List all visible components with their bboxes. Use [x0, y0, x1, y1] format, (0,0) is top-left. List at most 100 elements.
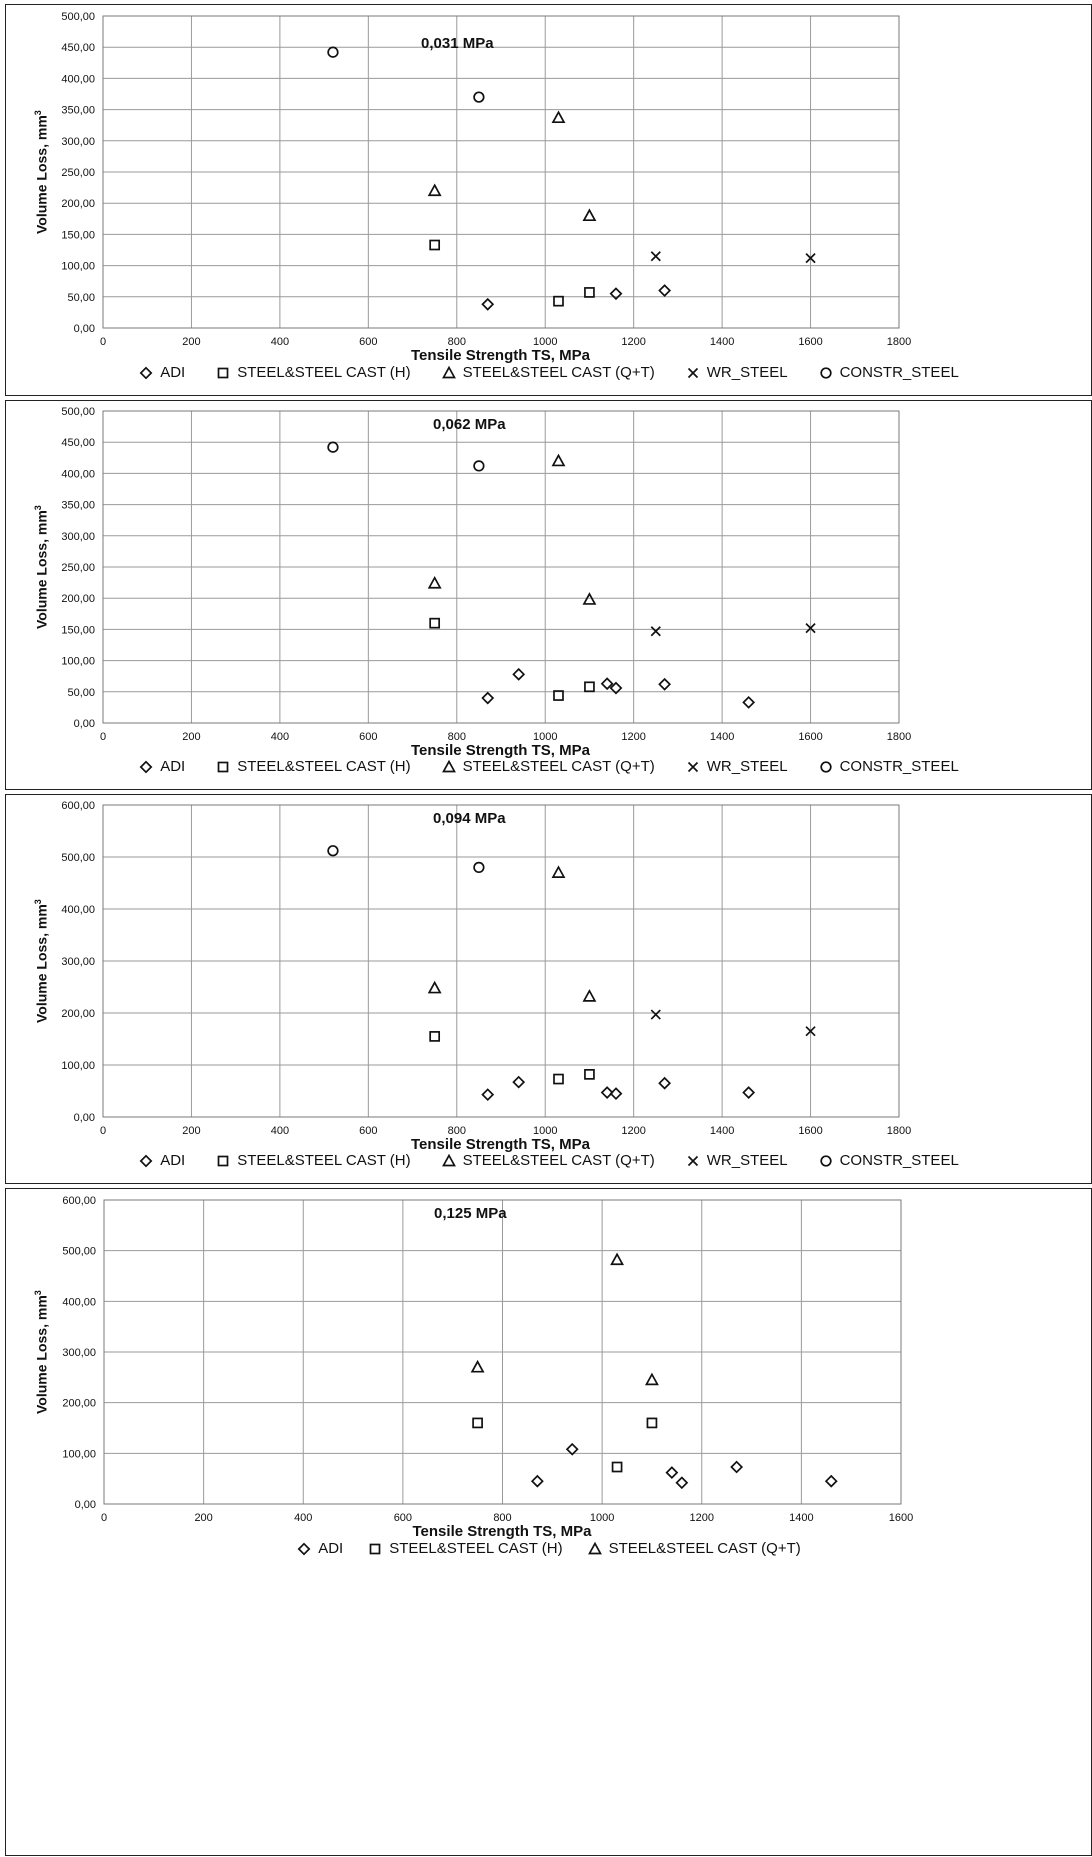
legend-symbol [217, 761, 229, 772]
y-axis-label: Volume Loss, mm3 [33, 110, 50, 234]
y-tick-label: 350,00 [61, 500, 95, 512]
x-tick-label: 0 [100, 731, 106, 743]
square-marker-icon [215, 759, 231, 775]
data-point-circle [473, 460, 485, 472]
y-axis-label: Volume Loss, mm3 [33, 505, 50, 629]
legend-symbol [139, 1154, 153, 1167]
series-diamond [481, 284, 672, 311]
legend-item: WR_STEEL [685, 758, 788, 775]
y-tick-label: 400,00 [62, 1296, 96, 1308]
data-point-triangle [582, 592, 597, 605]
y-tick-label: 50,00 [67, 292, 95, 304]
legend-item: ADI [138, 364, 185, 381]
y-tick-label: 350,00 [61, 105, 95, 117]
x-axis-label: Tensile Strength TS, MPa [412, 1523, 592, 1540]
y-tick-label: 400,00 [61, 73, 95, 85]
y-tick-label: 100,00 [61, 1060, 95, 1072]
series-cross [650, 251, 816, 264]
data-point-triangle [582, 989, 597, 1002]
legend-item: CONSTR_STEEL [818, 1152, 959, 1169]
data-point-circle [473, 861, 485, 874]
y-tick-label: 0,00 [75, 1499, 96, 1511]
data-point-triangle [610, 1252, 625, 1266]
y-tick-label: 200,00 [62, 1398, 96, 1410]
x-tick-label: 1200 [621, 1125, 645, 1137]
data-point-diamond [730, 1460, 744, 1474]
legend-label: STEEL&STEEL CAST (H) [237, 1152, 411, 1169]
data-point-diamond [609, 287, 623, 301]
triangle-marker-icon [441, 365, 457, 381]
y-tick-label: 50,00 [67, 687, 95, 699]
series-triangle [427, 110, 597, 222]
x-tick-label: 400 [271, 1125, 289, 1137]
x-tick-label: 1400 [710, 336, 734, 348]
x-tick-label: 1600 [798, 336, 822, 348]
data-point-square [553, 1073, 564, 1085]
scatter-plot: 0 200 400 600 800 1000 1200 1400 1600 1800 0,00 50,… [61, 11, 911, 348]
x-tick-label: 1400 [710, 1125, 734, 1137]
triangle-marker-icon [587, 1541, 603, 1557]
x-axis-label: Tensile Strength TS, MPa [411, 347, 590, 364]
data-point-circle [327, 46, 339, 58]
data-point-diamond [600, 677, 614, 691]
data-point-diamond [658, 1076, 672, 1090]
legend-label: WR_STEEL [706, 758, 788, 775]
diamond-marker-icon [138, 1153, 154, 1169]
data-point-triangle [551, 865, 566, 878]
data-point-triangle [427, 980, 442, 994]
square-marker-icon [215, 365, 231, 381]
x-tick-label: 600 [359, 1125, 377, 1137]
x-tick-label: 1800 [887, 336, 911, 348]
data-point-diamond [565, 1442, 579, 1456]
chart-title: 0,125 MPa [434, 1205, 507, 1222]
data-point-square [611, 1461, 623, 1473]
x-tick-label: 800 [448, 336, 466, 348]
x-tick-label: 1800 [887, 1125, 911, 1137]
diamond-marker-icon [296, 1541, 312, 1557]
legend-label: STEEL&STEEL CAST (H) [389, 1540, 563, 1557]
x-axis-label: Tensile Strength TS, MPa [411, 742, 590, 759]
data-point-diamond [481, 1088, 495, 1102]
chart-legend: ADI STEEL&STEEL CAST (H) STEEL&STEEL CAST … [6, 1540, 1091, 1557]
x-tick-label: 1200 [621, 336, 645, 348]
x-axis-label: Tensile Strength TS, MPa [411, 1136, 590, 1153]
plot-area [102, 804, 900, 1118]
x-tick-label: 1200 [690, 1512, 714, 1524]
chart-title: 0,094 MPa [433, 810, 506, 827]
y-tick-label: 100,00 [61, 656, 95, 668]
data-point-diamond [481, 297, 495, 311]
series-triangle [427, 453, 597, 605]
diamond-marker-icon [138, 365, 154, 381]
data-point-cross [805, 253, 816, 264]
scatter-plot: 0 200 400 600 800 1000 1200 1400 1600 1800 0,00 50,… [61, 406, 911, 743]
y-tick-label: 0,00 [74, 1112, 95, 1124]
y-tick-label: 450,00 [61, 437, 95, 449]
x-tick-label: 600 [359, 731, 377, 743]
y-tick-label: 300,00 [62, 1347, 96, 1359]
data-point-cross [650, 1009, 661, 1020]
legend-item: WR_STEEL [685, 364, 788, 381]
y-tick-label: 150,00 [61, 229, 95, 241]
data-point-diamond [675, 1476, 689, 1490]
triangle-marker-icon [441, 1153, 457, 1169]
legend-symbol [819, 1154, 832, 1167]
circle-marker-icon [818, 759, 834, 775]
chart-panel: 0 200 400 600 800 1000 1200 1400 1600 1800 0,00 50,… [5, 400, 1092, 790]
x-tick-label: 1600 [798, 1125, 822, 1137]
data-point-diamond [658, 284, 672, 297]
x-tick-label: 200 [182, 1125, 200, 1137]
data-point-diamond [512, 1075, 526, 1089]
data-point-cross [650, 251, 661, 262]
y-tick-label: 100,00 [62, 1448, 96, 1460]
data-point-square [429, 1031, 441, 1042]
legend-item: STEEL&STEEL CAST (H) [215, 758, 411, 775]
legend-label: CONSTR_STEEL [839, 1152, 959, 1169]
legend-symbol [217, 1155, 229, 1166]
y-axis-label: Volume Loss, mm3 [33, 899, 50, 1023]
data-point-diamond [665, 1466, 679, 1479]
legend-item: ADI [138, 758, 185, 775]
data-point-diamond [742, 696, 756, 709]
legend-symbol [139, 366, 153, 379]
y-tick-label: 450,00 [61, 42, 95, 54]
data-point-diamond [824, 1474, 838, 1488]
